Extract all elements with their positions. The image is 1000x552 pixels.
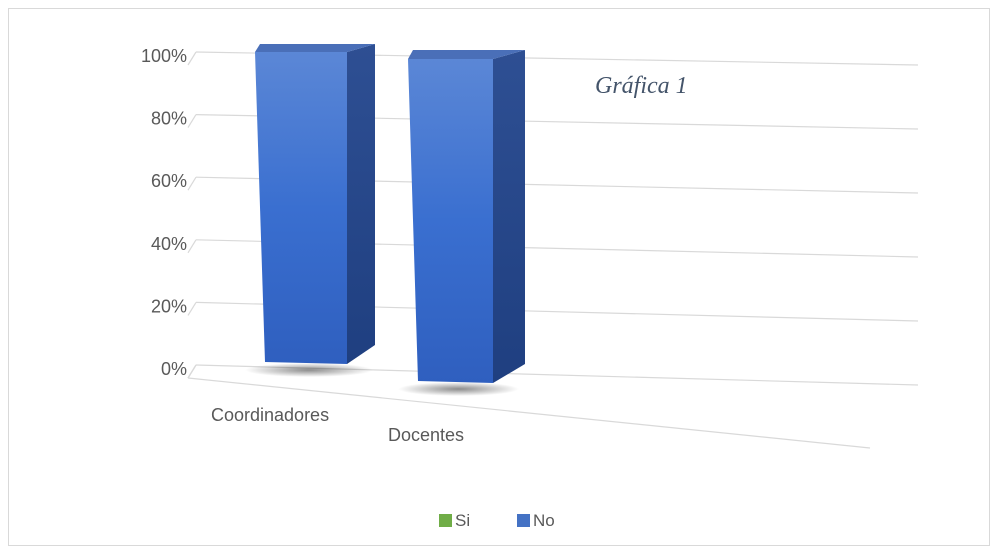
bar-top-face [255, 44, 375, 52]
bar-coordinadores [245, 44, 375, 377]
legend-label-si: Si [455, 511, 470, 530]
bar-side-face [347, 44, 375, 364]
y-tick-label: 60% [151, 171, 187, 191]
chart-annotation: Gráfica 1 [595, 73, 688, 99]
y-tick-label: 40% [151, 234, 187, 254]
bar-side-face [493, 50, 525, 383]
bar-shadow [245, 363, 373, 377]
bar-top-face [408, 50, 525, 59]
x-category-label: Docentes [388, 425, 464, 445]
x-category-label: Coordinadores [211, 405, 329, 425]
bar-front-face [255, 52, 347, 364]
bar-shadow [398, 382, 519, 396]
gridline-side [187, 302, 197, 316]
y-tick-label: 100% [141, 46, 187, 66]
bar-docentes [398, 50, 525, 396]
floor-edge [187, 377, 871, 449]
legend-swatch-no [517, 514, 530, 527]
gridline-side [187, 114, 197, 128]
legend-label-no: No [533, 511, 555, 530]
floor-side [187, 364, 197, 379]
legend-swatch-si [439, 514, 452, 527]
y-tick-label: 80% [151, 109, 187, 129]
gridline-side [187, 176, 197, 191]
bar-front-face [408, 59, 493, 383]
legend: Si No [439, 511, 555, 530]
y-tick-label: 0% [161, 359, 187, 379]
y-tick-label: 20% [151, 296, 187, 316]
gridline-side [187, 51, 197, 66]
gridline-side [187, 239, 197, 254]
